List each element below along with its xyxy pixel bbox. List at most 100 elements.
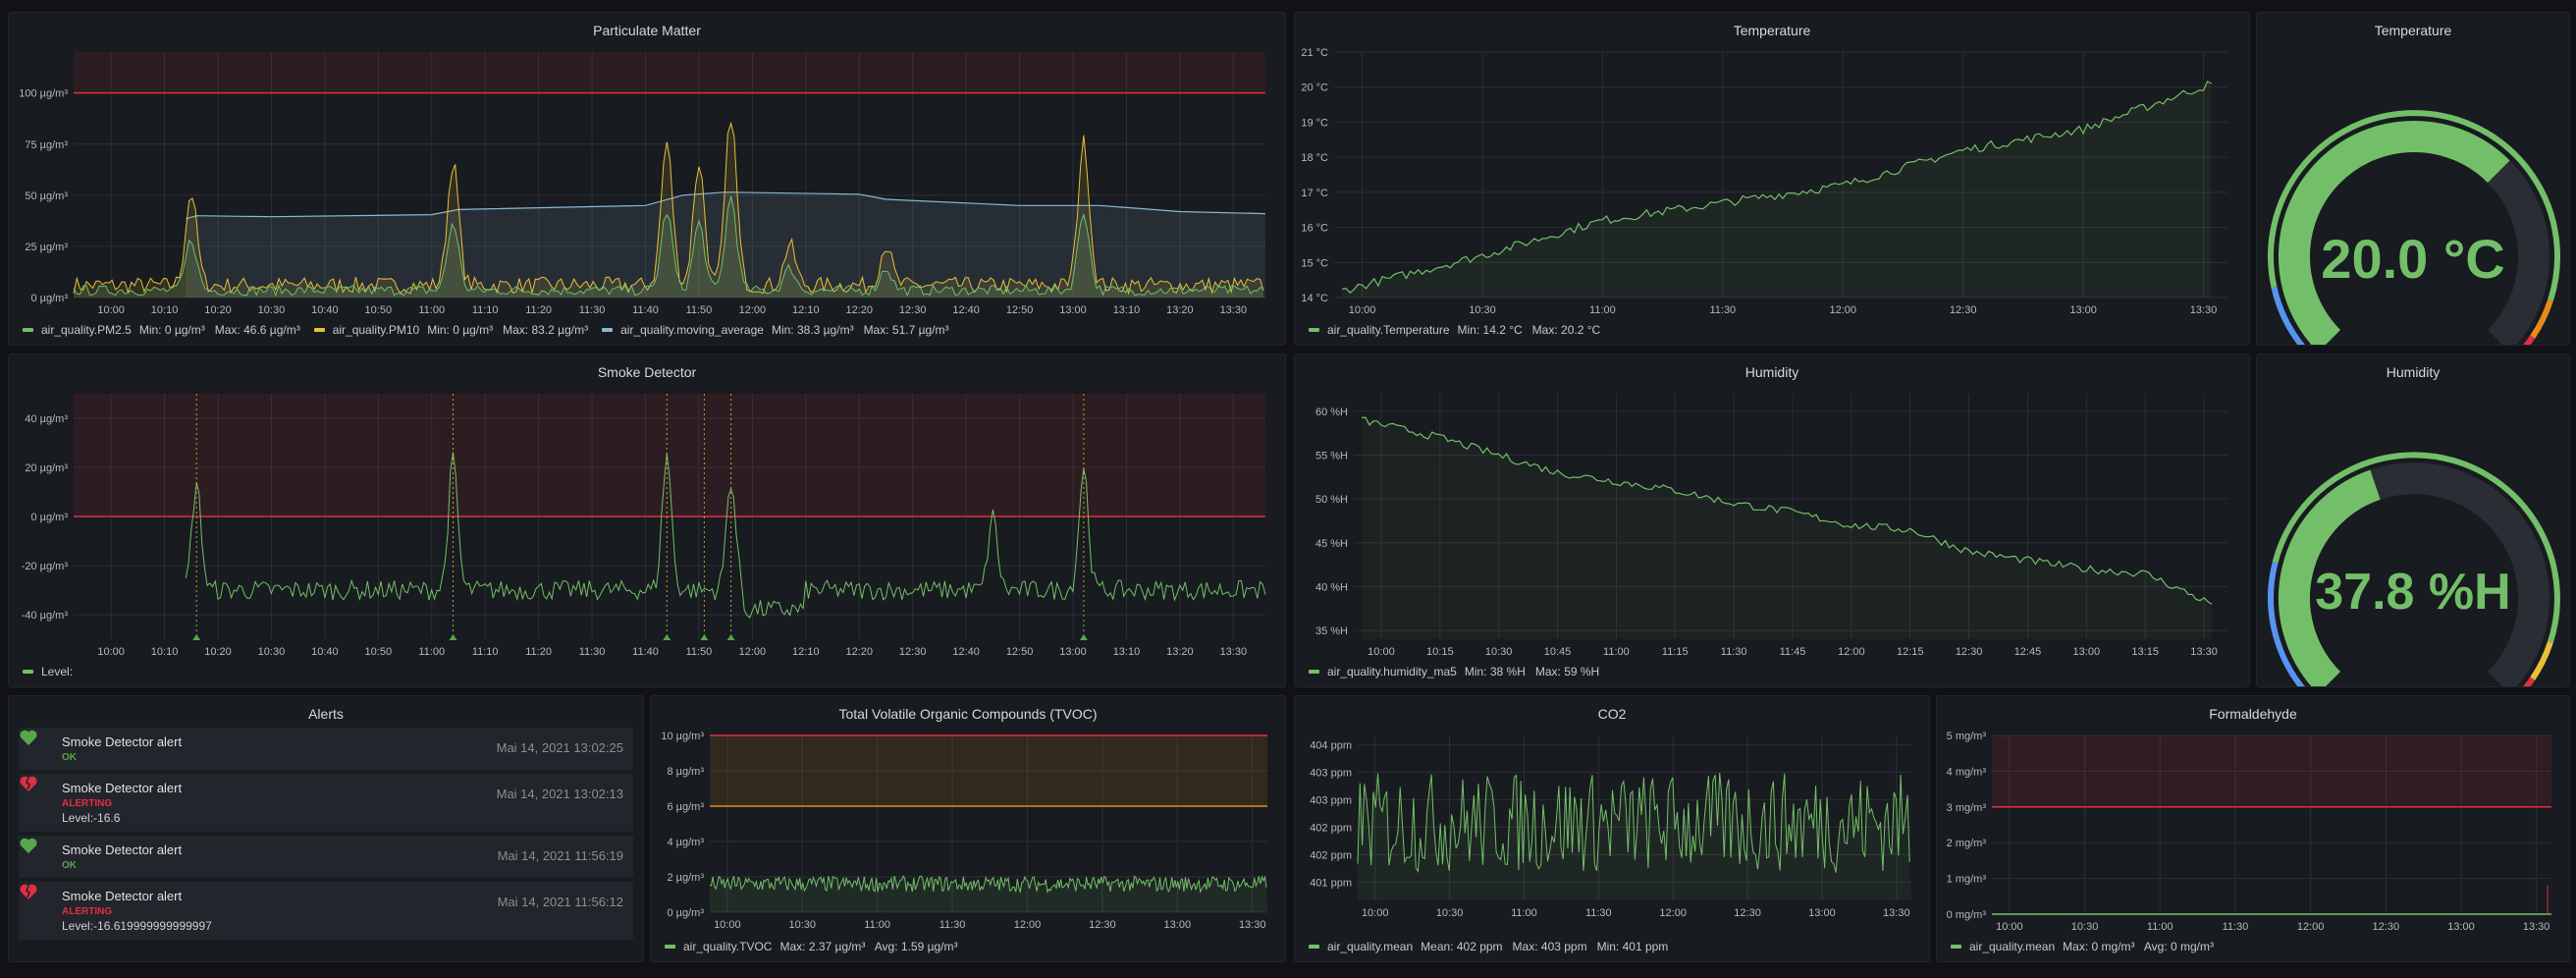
- legend-stats: Max: 2.37 µg/m³ Avg: 1.59 µg/m³: [779, 940, 958, 953]
- y-tick-label: 21 °C: [1301, 47, 1328, 59]
- legend-stats: Mean: 402 ppm Max: 403 ppm Min: 401 ppm: [1421, 940, 1669, 953]
- alert-name[interactable]: Smoke Detector alert: [62, 781, 183, 795]
- co2-line: [1357, 773, 1910, 874]
- tvoc-chart[interactable]: 0 µg/m³ 2 µg/m³ 4 µg/m³ 6 µg/m³ 8 µg/m³ 10 µg…: [651, 696, 1286, 962]
- y-tick-label: 40 %H: [1315, 581, 1348, 593]
- x-tick-label: 11:00: [418, 304, 445, 316]
- legend-item[interactable]: air_quality.mean Mean: 402 ppm Max: 403 p…: [1309, 940, 1668, 953]
- x-tick-label: 12:00: [1659, 907, 1687, 919]
- threshold-zone: [1992, 735, 2551, 807]
- legend-stats: Max: 0 mg/m³ Avg: 0 mg/m³: [2063, 940, 2214, 953]
- temperature-gauge: [2268, 110, 2560, 345]
- x-tick-label: 12:50: [1006, 304, 1034, 316]
- y-tick-label: 4 µg/m³: [667, 837, 704, 848]
- y-tick-label: 0 µg/m³: [30, 293, 68, 304]
- y-tick-label: -20 µg/m³: [22, 561, 69, 572]
- gauge-threshold-band: [2523, 335, 2536, 345]
- x-tick-label: 10:30: [1469, 304, 1496, 316]
- legend-name: air_quality.humidity_ma5: [1327, 665, 1457, 679]
- x-tick-label: 11:30: [2223, 921, 2249, 933]
- x-tick-label: 13:30: [2190, 646, 2218, 658]
- alert-state: OK: [62, 752, 77, 763]
- legend-swatch: [1951, 945, 1961, 949]
- alert-info: Level:-16.619999999999997: [62, 919, 212, 933]
- legend-item[interactable]: air_quality.humidity_ma5 Min: 38 %H Max: …: [1309, 665, 1599, 679]
- legend-stats: Min: 0 µg/m³ Max: 83.2 µg/m³: [427, 323, 589, 337]
- x-tick-label: 11:30: [939, 919, 966, 931]
- y-tick-label: 25 µg/m³: [25, 242, 68, 253]
- alert-item[interactable]: Smoke Detector alert ALERTING Level:-16.61…: [19, 882, 633, 940]
- x-tick-label: 11:10: [472, 304, 499, 316]
- x-tick-label: 13:30: [2190, 304, 2218, 316]
- smoke-chart[interactable]: -40 µg/m³ -20 µg/m³ 0 µg/m³ 20 µg/m³ 40 µg/m…: [9, 354, 1286, 687]
- panel-title: Particulate Matter: [593, 23, 701, 38]
- y-tick-label: 403 ppm: [1310, 767, 1352, 779]
- legend-stats: Min: 14.2 °C Max: 20.2 °C: [1457, 323, 1601, 337]
- x-tick-label: 12:20: [845, 646, 873, 658]
- humidity-chart[interactable]: 35 %H 40 %H 45 %H 50 %H 55 %H 60 %H 10:00 10:15…: [1295, 354, 2250, 687]
- y-tick-label: 100 µg/m³: [19, 88, 68, 100]
- panel-title: Total Volatile Organic Compounds (TVOC): [838, 706, 1098, 722]
- co2-chart[interactable]: 401 ppm 402 ppm 402 ppm 403 ppm 403 ppm 404 p…: [1295, 696, 1930, 962]
- heart-icon: [20, 838, 37, 853]
- x-tick-label: 10:40: [311, 646, 339, 658]
- x-tick-label: 12:30: [1089, 919, 1116, 931]
- x-tick-label: 12:30: [1734, 907, 1761, 919]
- humidity-gauge-value: 37.8 %H: [2315, 564, 2511, 621]
- pm-chart[interactable]: 0 µg/m³ 25 µg/m³ 50 µg/m³ 75 µg/m³ 100 µg/m³…: [9, 13, 1286, 346]
- gauge-threshold-band: [2271, 287, 2306, 345]
- legend-item[interactable]: air_quality.PM2.5 Min: 0 µg/m³ Max: 46.6 …: [23, 323, 300, 337]
- alert-name[interactable]: Smoke Detector alert: [62, 889, 183, 903]
- x-tick-label: 13:15: [2131, 646, 2159, 658]
- x-tick-label: 11:50: [686, 304, 713, 316]
- x-tick-label: 12:30: [899, 646, 927, 658]
- x-tick-label: 13:00: [2073, 646, 2101, 658]
- formaldehyde-chart[interactable]: 0 mg/m³ 1 mg/m³ 2 mg/m³ 3 mg/m³ 4 mg/m³ 5 mg/…: [1937, 696, 2570, 962]
- x-tick-label: 13:30: [2523, 921, 2550, 933]
- alert-item[interactable]: Smoke Detector alert OK Mai 14, 2021 13:02…: [19, 728, 633, 770]
- panel-formaldehyde: Formaldehyde 0 mg/m³ 1 mg/m³ 2 mg/m³ 3 mg/m…: [1936, 695, 2570, 962]
- x-tick-label: 12:45: [2014, 646, 2042, 658]
- x-tick-label: 10:00: [1368, 646, 1395, 658]
- x-tick-label: 10:00: [1996, 921, 2023, 933]
- panel-title: Temperature: [2374, 23, 2452, 38]
- y-tick-label: 16 °C: [1301, 223, 1328, 235]
- legend-item[interactable]: air_quality.moving_average Min: 38.3 µg/m…: [602, 323, 949, 337]
- legend-item[interactable]: air_quality.TVOC Max: 2.37 µg/m³ Avg: 1.5…: [665, 940, 958, 953]
- temperature-chart[interactable]: 14 °C 15 °C 16 °C 17 °C 18 °C 19 °C 20 °C 21 °C…: [1295, 13, 2250, 346]
- x-tick-label: 13:00: [1059, 646, 1087, 658]
- y-tick-label: -40 µg/m³: [22, 610, 69, 622]
- alert-item[interactable]: Smoke Detector alert OK Mai 14, 2021 11:56…: [19, 836, 633, 878]
- alert-name[interactable]: Smoke Detector alert: [62, 842, 183, 857]
- x-tick-label: 11:45: [1780, 646, 1806, 658]
- y-tick-label: 10 µg/m³: [661, 731, 704, 742]
- x-tick-label: 12:15: [1897, 646, 1924, 658]
- legend-stats: Min: 38.3 µg/m³ Max: 51.7 µg/m³: [771, 323, 949, 337]
- x-tick-label: 12:00: [1838, 646, 1865, 658]
- x-tick-label: 10:45: [1544, 646, 1572, 658]
- legend-swatch: [665, 945, 675, 949]
- y-tick-label: 402 ppm: [1310, 822, 1352, 834]
- gauge-threshold-band: [2268, 561, 2306, 686]
- x-tick-label: 13:30: [1220, 646, 1248, 658]
- legend-item[interactable]: air_quality.Temperature Min: 14.2 °C Max:…: [1309, 323, 1600, 337]
- y-tick-label: 45 %H: [1315, 538, 1348, 550]
- legend-item[interactable]: Level:: [23, 665, 73, 679]
- x-tick-label: 11:10: [472, 646, 499, 658]
- legend-name: air_quality.TVOC: [683, 940, 773, 953]
- y-tick-label: 2 µg/m³: [667, 872, 704, 884]
- x-tick-label: 12:20: [845, 304, 873, 316]
- alert-name[interactable]: Smoke Detector alert: [62, 734, 183, 749]
- legend-name: air_quality.Temperature: [1327, 323, 1450, 337]
- y-tick-label: 2 mg/m³: [1947, 838, 1987, 849]
- alert-item[interactable]: Smoke Detector alert ALERTING Level:-16.6 M…: [19, 774, 633, 832]
- legend-item[interactable]: air_quality.PM10 Min: 0 µg/m³ Max: 83.2 µ…: [313, 323, 589, 337]
- x-tick-label: 10:40: [311, 304, 339, 316]
- legend-swatch: [1309, 328, 1319, 332]
- gauge-threshold-band: [2523, 677, 2536, 686]
- x-tick-label: 11:15: [1662, 646, 1689, 658]
- x-tick-label: 10:10: [151, 304, 179, 316]
- x-tick-label: 12:30: [899, 304, 927, 316]
- co2-legend: air_quality.mean Mean: 402 ppm Max: 403 p…: [1309, 940, 1682, 953]
- legend-item[interactable]: air_quality.mean Max: 0 mg/m³ Avg: 0 mg/m…: [1951, 940, 2214, 953]
